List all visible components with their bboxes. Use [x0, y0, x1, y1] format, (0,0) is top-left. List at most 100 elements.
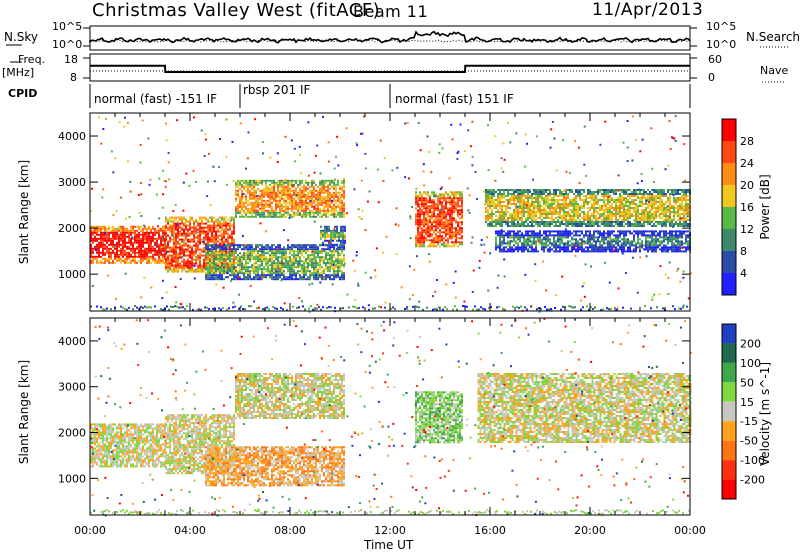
power-cell	[219, 266, 221, 269]
power-cell	[429, 219, 431, 222]
power-cell	[517, 221, 519, 223]
power-cell	[503, 193, 505, 195]
power-cell	[305, 209, 307, 212]
power-cell	[124, 249, 126, 252]
power-cell	[285, 207, 287, 210]
power-cell	[543, 199, 545, 201]
power-cell	[523, 215, 525, 217]
power-cell	[487, 211, 489, 213]
power-cell	[491, 189, 493, 191]
power-cell	[333, 270, 335, 273]
power-cell	[237, 191, 239, 194]
power-cell	[279, 179, 281, 182]
power-cell	[343, 215, 345, 218]
power-cell	[130, 255, 132, 258]
power-cell	[503, 217, 505, 219]
power-cell	[453, 193, 455, 196]
power-cell	[589, 225, 591, 227]
power-cell	[415, 215, 417, 218]
power-cell	[555, 191, 557, 193]
power-cell	[209, 250, 211, 253]
power-cell	[158, 249, 160, 252]
power-cell	[439, 195, 441, 198]
power-cell	[315, 248, 317, 251]
power-cell	[223, 248, 225, 251]
power-cell	[343, 278, 345, 281]
power-cell	[207, 272, 209, 275]
power-cell	[619, 201, 621, 203]
power-cell	[173, 224, 175, 227]
power-cell	[239, 264, 241, 267]
power-cell	[423, 235, 425, 238]
power-cell	[195, 244, 197, 247]
power-cell	[167, 262, 169, 265]
power-cell	[263, 272, 265, 275]
power-cell	[555, 217, 557, 219]
power-cell	[603, 195, 605, 197]
power-cell	[317, 211, 319, 214]
power-cell	[499, 211, 501, 213]
power-cell	[243, 215, 245, 218]
power-cell	[339, 276, 341, 279]
power-cell	[116, 253, 118, 256]
power-cell	[118, 225, 120, 228]
power-cell	[233, 278, 235, 281]
power-cell	[205, 250, 207, 253]
power-cell	[621, 199, 623, 201]
power-cell	[517, 195, 519, 197]
power-cell	[313, 211, 315, 214]
power-cell	[219, 248, 221, 251]
power-cell	[289, 183, 291, 186]
power-cell	[595, 209, 597, 211]
power-cell	[457, 203, 459, 206]
power-cell	[527, 209, 529, 211]
power-cell	[517, 211, 519, 213]
power-cell	[623, 203, 625, 205]
power-cell	[497, 203, 499, 205]
power-cell	[259, 258, 261, 261]
power-cell	[217, 222, 219, 225]
power-cell	[447, 241, 449, 244]
power-cell	[205, 258, 207, 261]
power-cell	[573, 205, 575, 207]
power-cell	[329, 268, 331, 271]
power-cell	[319, 274, 321, 277]
power-cell	[633, 199, 635, 201]
power-cell	[619, 189, 621, 191]
power-cell	[341, 211, 343, 214]
power-cell	[197, 258, 199, 261]
power-cell	[313, 272, 315, 275]
power-cell	[223, 268, 225, 271]
power-cell	[551, 215, 553, 217]
power-cell	[629, 197, 631, 199]
power-cell	[567, 205, 569, 207]
power-cell	[489, 221, 491, 223]
power-cell	[271, 185, 273, 188]
power-cell	[431, 193, 433, 196]
power-cell	[315, 244, 317, 247]
power-cell	[441, 211, 443, 214]
power-cell	[267, 260, 269, 263]
power-cell	[325, 191, 327, 194]
power-cell	[323, 179, 325, 182]
power-cell	[499, 215, 501, 217]
power-cell	[507, 223, 509, 225]
power-cell	[447, 229, 449, 232]
power-cell	[301, 193, 303, 196]
power-cell	[453, 199, 455, 202]
power-cell	[641, 193, 643, 195]
power-cell	[317, 203, 319, 206]
power-cell	[271, 252, 273, 255]
power-cell	[315, 183, 317, 186]
power-cell	[419, 239, 421, 242]
power-cell	[227, 268, 229, 271]
power-cell	[449, 201, 451, 204]
power-cell	[499, 225, 501, 227]
power-cell	[433, 221, 435, 224]
power-cell	[487, 189, 489, 191]
power-cell	[102, 261, 104, 264]
power-cell	[557, 199, 559, 201]
power-cell	[517, 201, 519, 203]
power-cell	[177, 220, 179, 223]
power-cell	[511, 221, 513, 223]
